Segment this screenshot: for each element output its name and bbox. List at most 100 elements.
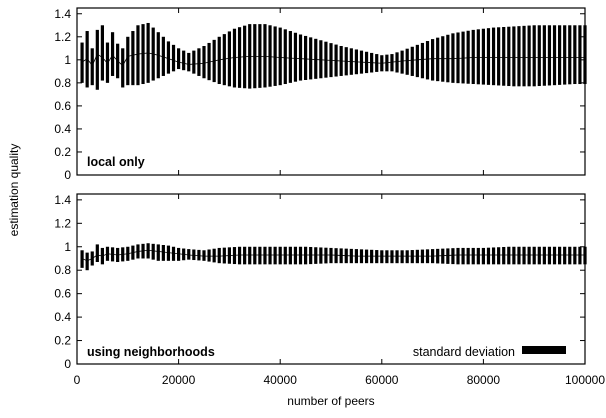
y-tick-label: 0.4 [54,310,71,324]
y-tick-label: 1.2 [54,216,71,230]
error-bar [471,247,475,265]
y-tick-label: 1.2 [54,30,71,44]
error-bar [278,246,282,265]
x-tick-label: 60000 [365,373,399,387]
error-bar [451,33,455,83]
error-bar [578,25,582,85]
error-bar [390,250,394,264]
error-bar [527,25,531,87]
error-bar [182,50,186,71]
panel-local-only: 0 0.2 0.4 0.6 0.8 1 1.2 1.4 local only [54,7,587,182]
error-bar [375,250,379,264]
error-bar [456,32,460,84]
error-bar [192,249,196,261]
error-bar [304,246,308,265]
error-bar [85,252,89,271]
error-bar [461,247,465,265]
error-bar [304,35,308,80]
y-tick-label: 0.2 [54,334,71,348]
error-bar [476,29,480,85]
x-tick-label: 80000 [467,373,501,387]
error-bar [334,248,338,264]
x-tick-label: 100000 [565,373,605,387]
error-bar [441,248,445,264]
error-bar [232,28,237,88]
error-bar [110,32,115,76]
error-bar [217,247,221,264]
error-bar [298,34,303,81]
x-axis-label: number of peers [287,394,374,408]
error-bar [522,246,526,265]
error-bar [517,246,521,265]
panel-frame [76,193,586,365]
error-bar [95,29,99,90]
error-bar [202,250,206,261]
error-bar [552,246,557,265]
error-bar [436,37,440,82]
error-bar [400,50,404,74]
error-bar [227,31,231,87]
y-tick-label: 1.4 [54,7,71,21]
y-tick-label: 0.6 [54,99,71,113]
error-bar [293,246,298,265]
error-bar [141,24,145,85]
error-bar [278,27,282,86]
error-bar [425,41,430,80]
error-bar [491,247,496,265]
error-bar [481,247,485,265]
panel-label: using neighborhoods [87,345,215,359]
error-bar [395,250,399,264]
error-bar [532,246,536,265]
error-bar [476,247,480,265]
error-bar [405,48,409,75]
error-bar [527,246,531,265]
error-bar [491,27,496,86]
error-bar [563,25,567,85]
error-bar [253,246,257,265]
errorbar-series [80,22,587,90]
error-bar [146,243,150,259]
error-bar [552,25,557,86]
y-tick-label: 0.8 [54,76,71,90]
y-tick-label: 1.4 [54,193,71,207]
error-bar [131,31,135,86]
error-bar [329,247,333,264]
mean-line [81,249,585,262]
error-bar [288,31,292,83]
error-bar [80,250,84,268]
error-bar [283,29,287,85]
error-bar [542,246,546,265]
y-tick-label: 0.4 [54,122,71,136]
error-bar [95,244,99,262]
error-bar [522,25,526,87]
error-bar [446,248,450,264]
error-bar [547,246,552,265]
error-bar [547,25,552,86]
x-tick-label: 0 [74,373,81,387]
error-bar [217,36,221,85]
error-bar [456,247,460,265]
error-bar [400,250,404,264]
error-bar [466,30,470,84]
error-bar [319,40,323,79]
error-bar [248,246,252,265]
y-tick-label: 1 [64,240,71,254]
error-bar [298,246,303,265]
error-bar [90,48,94,86]
error-bar [431,39,435,81]
error-bar [314,247,318,264]
y-axis-label: estimation quality [7,144,21,237]
error-bar [583,25,587,85]
error-bar [293,32,298,82]
error-bar [273,26,277,86]
error-bar [243,246,247,265]
error-bar [273,246,277,265]
error-bar [151,243,155,260]
error-bar [319,247,323,264]
panel-frame [76,7,586,176]
error-bar [410,46,414,76]
error-bar [258,246,262,265]
error-bar [497,27,501,86]
error-bar [558,246,562,265]
error-bar [451,248,455,265]
